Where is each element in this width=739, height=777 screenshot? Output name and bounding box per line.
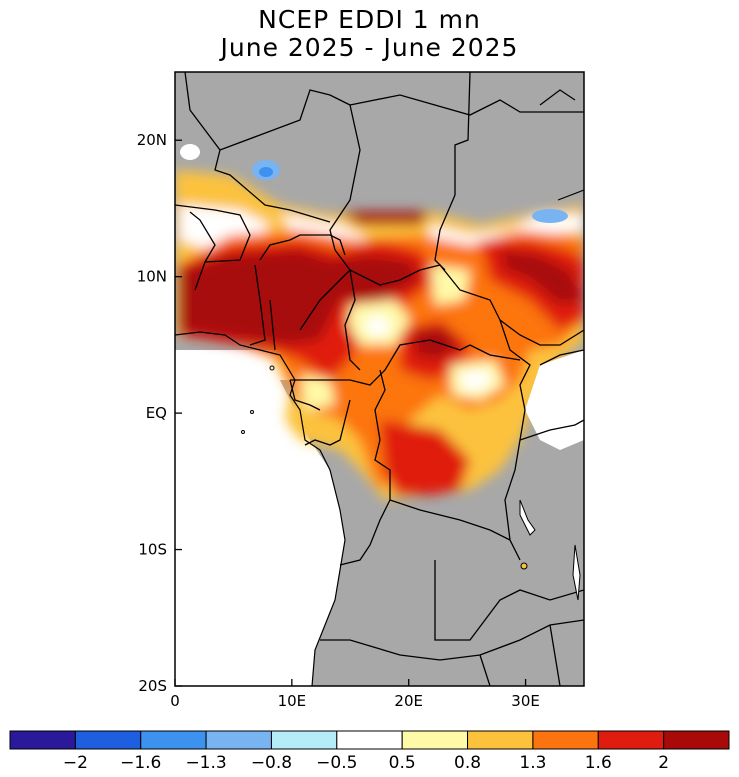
map-panel: [175, 72, 584, 686]
colorbar-swatch: [74, 730, 142, 750]
lon-tick-label: 10E: [278, 692, 307, 710]
colorbar-label: −1.3: [185, 753, 226, 773]
colorbar-label: 2: [658, 753, 669, 773]
negative-anomaly-core: [259, 167, 273, 177]
lake: [519, 499, 536, 536]
colorbar-label: 1.3: [519, 753, 546, 773]
colorbar-swatch: [597, 730, 665, 750]
colorbar-swatch: [140, 730, 207, 750]
negative-anomaly-patch-east: [532, 209, 568, 223]
colorbar-label: 0.8: [454, 753, 481, 773]
colorbar-label: 1.6: [585, 753, 612, 773]
colorbar-swatch: [663, 730, 730, 750]
axis-ticks: 0 10E 20E 30E 20N 10N EQ 10S 20S: [137, 131, 540, 710]
map-subtitle: June 2025 - June 2025: [220, 33, 519, 62]
colorbar-label: −2: [63, 753, 88, 773]
lat-tick-label: 20N: [137, 131, 167, 149]
eddi-field: [175, 170, 584, 500]
lon-tick-label: 20E: [394, 692, 423, 710]
map-frame: [174, 71, 585, 687]
coastline: [175, 89, 584, 686]
colorbar-swatch: [270, 730, 338, 750]
island: [250, 410, 254, 414]
lon-tick-label: 30E: [511, 692, 540, 710]
lon-tick-label: 0: [170, 692, 180, 710]
colorbar-label: −0.8: [251, 753, 292, 773]
colorbar: −2 −1.6 −1.3 −0.8 −0.5 0.5 0.8 1.3 1.6 2: [9, 730, 730, 773]
lat-tick-label: 10S: [138, 541, 167, 559]
lat-tick-label: EQ: [146, 404, 167, 422]
lake: [572, 544, 581, 601]
island: [269, 365, 275, 371]
island: [241, 430, 245, 434]
colorbar-swatch: [467, 730, 534, 750]
colorbar-label: −1.6: [120, 753, 161, 773]
lat-tick-label: 20S: [138, 677, 167, 695]
colorbar-swatch: [532, 730, 599, 750]
island: [520, 562, 528, 570]
colorbar-label: 0.5: [389, 753, 416, 773]
no-data-east: [525, 350, 584, 450]
colorbar-swatch: [205, 730, 272, 750]
country-borders: [175, 72, 584, 686]
colorbar-swatch: [336, 730, 403, 750]
colorbar-label: −0.5: [316, 753, 357, 773]
colorbar-swatch: [401, 730, 469, 750]
map-title: NCEP EDDI 1 mn: [258, 5, 481, 34]
colorbar-swatch: [9, 730, 76, 750]
lat-tick-label: 10N: [137, 268, 167, 286]
no-data-sahara: [180, 144, 200, 160]
